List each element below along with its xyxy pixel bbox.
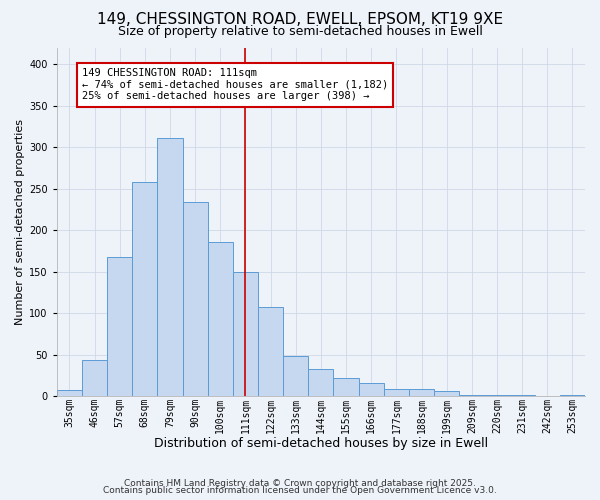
Y-axis label: Number of semi-detached properties: Number of semi-detached properties [15, 119, 25, 325]
X-axis label: Distribution of semi-detached houses by size in Ewell: Distribution of semi-detached houses by … [154, 437, 488, 450]
Bar [459, 394, 484, 396]
Text: Contains HM Land Registry data © Crown copyright and database right 2025.: Contains HM Land Registry data © Crown c… [124, 478, 476, 488]
Bar [182, 202, 208, 396]
Text: 149 CHESSINGTON ROAD: 111sqm
← 74% of semi-detached houses are smaller (1,182)
2: 149 CHESSINGTON ROAD: 111sqm ← 74% of se… [82, 68, 388, 102]
Bar [283, 356, 308, 396]
Bar [107, 256, 132, 396]
Bar [157, 138, 182, 396]
Bar [384, 388, 409, 396]
Bar [434, 391, 459, 396]
Bar [308, 369, 334, 396]
Text: Size of property relative to semi-detached houses in Ewell: Size of property relative to semi-detach… [118, 25, 482, 38]
Bar [208, 242, 233, 396]
Bar [57, 390, 82, 396]
Bar [233, 272, 258, 396]
Bar [132, 182, 157, 396]
Bar [560, 394, 585, 396]
Bar [359, 383, 384, 396]
Text: 149, CHESSINGTON ROAD, EWELL, EPSOM, KT19 9XE: 149, CHESSINGTON ROAD, EWELL, EPSOM, KT1… [97, 12, 503, 28]
Bar [334, 378, 359, 396]
Bar [258, 306, 283, 396]
Bar [82, 360, 107, 396]
Text: Contains public sector information licensed under the Open Government Licence v3: Contains public sector information licen… [103, 486, 497, 495]
Bar [409, 388, 434, 396]
